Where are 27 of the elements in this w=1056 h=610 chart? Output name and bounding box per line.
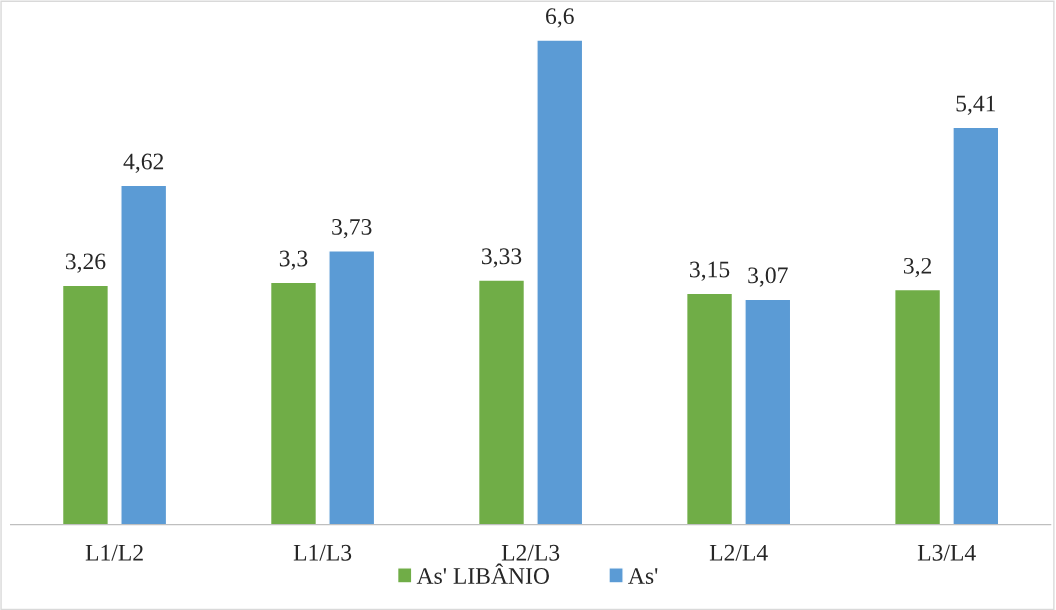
data-label: 3,26 [65,253,106,273]
data-label: 3,2 [903,257,932,278]
legend-label: As' [628,568,658,584]
x-tick-label: L2/L4 [709,544,768,561]
bar [61,284,110,525]
x-tick-label: L3/L4 [917,544,976,561]
data-label: 6,6 [546,8,574,28]
x-tick-label: L2/L3 [501,544,560,561]
bar [744,298,792,525]
bar [120,184,168,525]
data-label: 3,3 [279,250,308,270]
bar [952,126,1000,525]
bar [328,250,376,525]
bar [536,39,584,525]
bar [269,281,318,525]
data-label: 3,73 [332,218,372,239]
bar [685,292,734,525]
bar [894,288,942,525]
data-label: 4,62 [123,153,164,173]
data-label: 3,33 [481,248,522,268]
data-label: 3,15 [690,261,730,281]
x-tick-label: L1/L2 [85,544,143,561]
data-label: 3,07 [748,267,788,287]
x-tick-label: L1/L3 [293,544,352,561]
data-label: 5,41 [956,95,996,115]
legend-label: As' LIBÂNIO [416,563,549,584]
bar [477,279,526,525]
